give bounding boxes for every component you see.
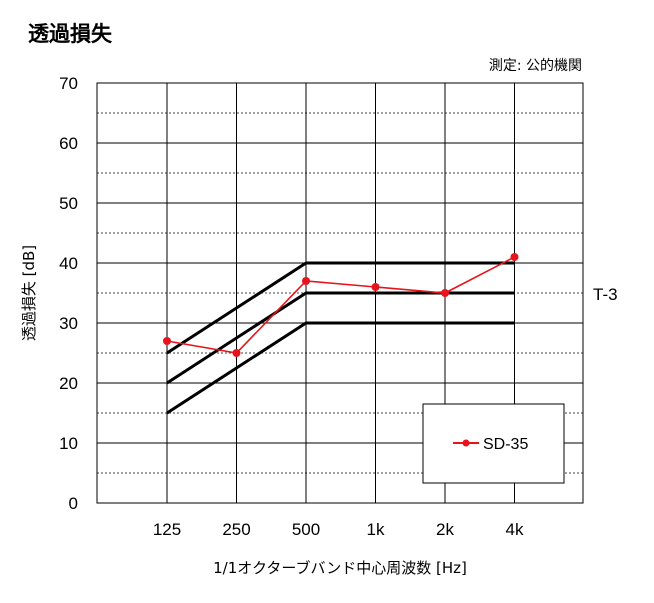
reference-curve-label: T-3 <box>593 285 618 304</box>
legend-marker <box>462 439 470 447</box>
series-layer <box>163 253 519 357</box>
data-point <box>510 253 519 261</box>
data-point <box>441 289 449 297</box>
data-point <box>232 349 241 357</box>
legend-label: SD-35 <box>483 436 528 453</box>
y-tick-label: 30 <box>59 314 78 333</box>
x-tick-label: 125 <box>153 520 181 539</box>
x-axis-label: 1/1オクターブバンド中心周波数 [Hz] <box>213 559 467 577</box>
y-tick-label: 20 <box>59 374 78 393</box>
y-axis-label: 透過損失 [dB] <box>20 245 38 341</box>
legend-box <box>422 403 565 484</box>
y-tick-label: 40 <box>59 254 78 273</box>
data-point <box>371 283 380 291</box>
reference-curve <box>166 291 515 385</box>
y-tick-label: 70 <box>59 74 78 93</box>
y-tick-label: 10 <box>59 434 78 453</box>
x-tick-label: 1k <box>367 520 385 539</box>
x-tick-label: 4k <box>506 520 524 539</box>
tick-labels: 0 10 20 30 40 50 60 70 125 250 500 1k 2k 4k <box>59 74 524 539</box>
chart-title: 透過損失 <box>28 22 112 46</box>
series-line <box>166 256 515 354</box>
source-note: 測定: 公的機関 <box>488 58 582 74</box>
reference-curve <box>166 261 515 355</box>
data-point <box>302 277 310 285</box>
x-tick-label: 250 <box>222 520 250 539</box>
reference-curves <box>166 261 515 415</box>
data-point <box>163 337 171 345</box>
legend: SD-35 <box>422 403 565 484</box>
x-tick-label: 2k <box>436 520 454 539</box>
y-tick-label: 50 <box>59 194 78 213</box>
reference-curve <box>166 321 515 415</box>
y-tick-label: 0 <box>69 494 78 513</box>
x-tick-label: 500 <box>292 520 320 539</box>
y-tick-label: 60 <box>59 134 78 153</box>
